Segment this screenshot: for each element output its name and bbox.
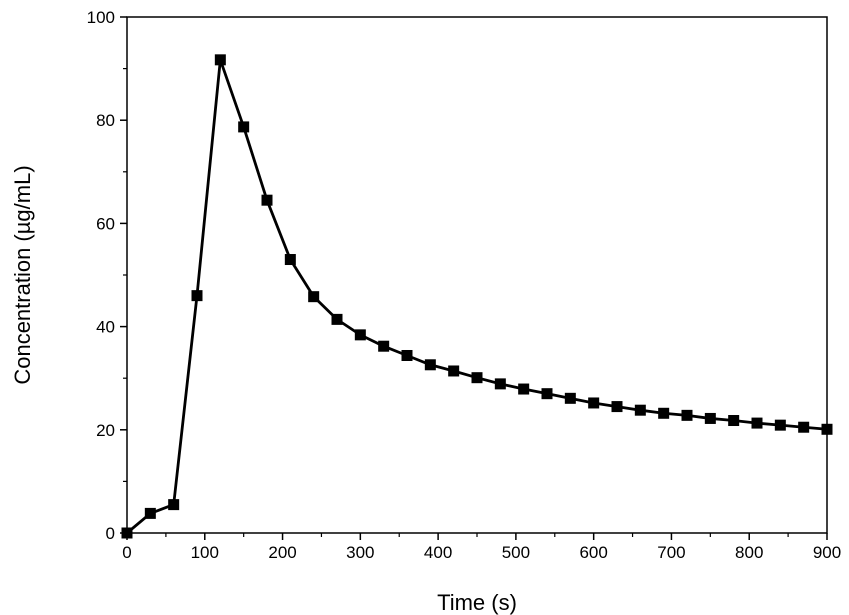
data-point xyxy=(798,421,810,433)
data-point xyxy=(448,365,460,377)
x-axis-title: Time (s) xyxy=(437,590,517,615)
series-layer xyxy=(121,54,833,539)
y-axis-title: Concentration (µg/mL) xyxy=(10,165,35,384)
x-tick-label: 300 xyxy=(346,543,374,562)
data-point xyxy=(308,291,320,303)
data-point xyxy=(751,417,763,429)
data-point xyxy=(564,392,576,404)
data-point xyxy=(494,378,506,390)
y-tick-label: 0 xyxy=(106,524,115,543)
data-point xyxy=(634,404,646,416)
data-point xyxy=(378,340,390,352)
data-point xyxy=(238,121,250,133)
data-point xyxy=(424,359,436,371)
y-tick-label: 20 xyxy=(96,421,115,440)
data-point xyxy=(471,372,483,384)
data-point xyxy=(401,349,413,361)
data-point xyxy=(191,290,203,302)
y-tick-label: 80 xyxy=(96,111,115,130)
data-point xyxy=(144,507,156,519)
x-tick-label: 900 xyxy=(813,543,841,562)
ticks-layer: 0 100 200 300 400 500 600 700 800 900 0 20 40 60 80 100 xyxy=(87,8,842,562)
data-point xyxy=(284,254,296,266)
y-tick-label: 100 xyxy=(87,8,115,27)
x-tick-label: 400 xyxy=(424,543,452,562)
series-line xyxy=(126,58,828,535)
data-point xyxy=(681,409,693,421)
data-point xyxy=(728,415,740,427)
x-tick-label: 600 xyxy=(579,543,607,562)
data-point xyxy=(331,313,343,325)
x-tick-label: 500 xyxy=(502,543,530,562)
plot-frame xyxy=(126,16,828,534)
data-point xyxy=(261,194,273,206)
x-tick-label: 200 xyxy=(268,543,296,562)
data-point xyxy=(658,407,670,419)
x-tick-label: 100 xyxy=(191,543,219,562)
y-tick-label: 40 xyxy=(96,318,115,337)
data-point xyxy=(774,419,786,431)
data-point xyxy=(704,412,716,424)
data-point xyxy=(518,383,530,395)
data-point xyxy=(541,388,553,400)
x-tick-label: 800 xyxy=(735,543,763,562)
y-tick-label: 60 xyxy=(96,214,115,233)
x-tick-label: 700 xyxy=(657,543,685,562)
data-point xyxy=(168,499,180,511)
data-point xyxy=(354,329,366,341)
data-point xyxy=(214,54,226,66)
data-point xyxy=(611,401,623,413)
x-tick-label: 0 xyxy=(122,543,131,562)
data-point xyxy=(588,397,600,409)
